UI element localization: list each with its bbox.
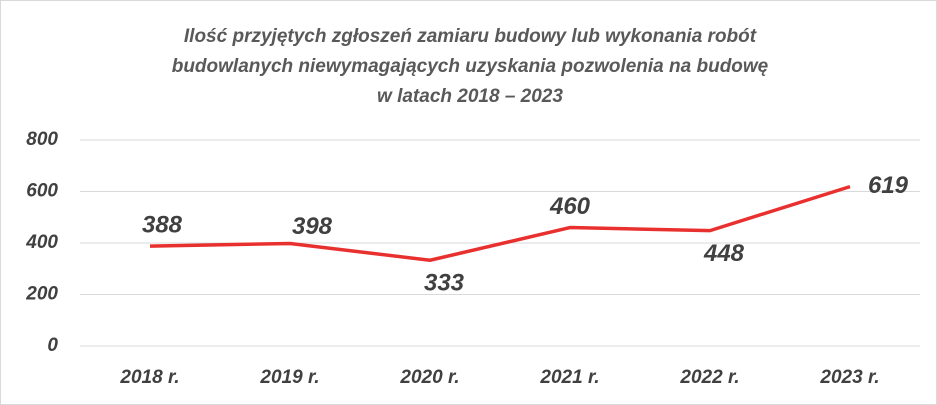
data-label: 619 (868, 172, 909, 199)
data-label: 388 (142, 211, 183, 238)
x-tick-label: 2020 r. (399, 367, 459, 388)
x-tick-label: 2022 r. (679, 367, 739, 388)
chart-title: Ilość przyjętych zgłoszeń zamiaru budowy… (184, 26, 757, 47)
x-tick-label: 2021 r. (539, 367, 599, 388)
x-tick-label: 2023 r. (819, 367, 879, 388)
chart-title: w latach 2018 – 2023 (377, 86, 563, 107)
x-tick-label: 2018 r. (119, 367, 179, 388)
y-tick-label: 600 (26, 181, 58, 202)
data-label: 460 (549, 193, 591, 220)
y-tick-label: 800 (26, 129, 58, 150)
y-tick-label: 0 (47, 335, 58, 356)
x-tick-label: 2019 r. (259, 367, 319, 388)
y-tick-label: 400 (25, 232, 58, 253)
line-series (149, 184, 851, 263)
chart-title: budowlanych niewymagających uzyskania po… (172, 56, 769, 77)
data-label: 398 (292, 213, 333, 240)
data-label: 333 (424, 270, 465, 297)
data-label: 448 (703, 240, 745, 267)
y-tick-label: 200 (25, 284, 58, 305)
